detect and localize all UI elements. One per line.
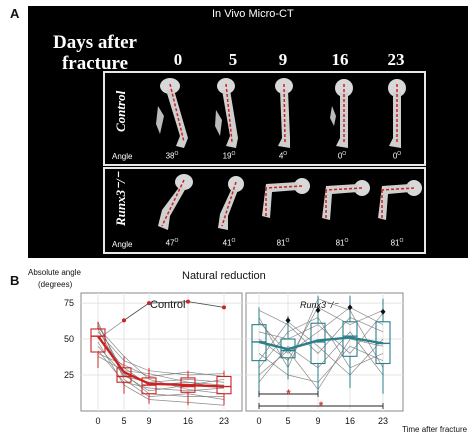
control-x-tick-label: 5 [121, 416, 126, 426]
control-angle-label: Angle [112, 152, 133, 161]
control-angle-day5: 19O [222, 151, 236, 161]
control-outlier-line [123, 301, 225, 321]
runx3-mean-point [315, 307, 321, 314]
day-header-0: 0 [173, 50, 183, 69]
control-angle-day9: 4O [278, 151, 288, 161]
runx3-mean-point [380, 308, 386, 315]
control-x-tick-label: 23 [219, 416, 229, 426]
control-chart-label: Control [150, 299, 185, 311]
runx3-angle-day23: 81O [390, 238, 404, 248]
control-angle-day23: 0O [392, 151, 402, 161]
panel-b-letter: B [10, 273, 20, 288]
runx3-x-tick-label: 0 [256, 416, 261, 426]
runx3-mean-line [258, 336, 384, 351]
runx3-x-tick-label: 16 [345, 416, 355, 426]
y-tick-label: 75 [64, 298, 74, 308]
control-individual-line [97, 327, 225, 395]
runx3-mean-point [285, 317, 291, 324]
runx3-mean-point [347, 304, 353, 311]
panel-a-letter: A [10, 6, 20, 21]
runx3-x-tick-label: 5 [285, 416, 290, 426]
control-day9-femur-image [275, 78, 293, 148]
runx3-chart-label: Runx3⁻/⁻ [300, 300, 339, 310]
runx3-angle-day16: 81O [335, 238, 349, 248]
runx3-angle-label: Angle [112, 240, 133, 249]
runx3-individual-line [258, 321, 384, 376]
control-day0-femur-image [156, 78, 188, 148]
control-day23-femur-image [388, 79, 406, 148]
control-day5-femur-image [215, 78, 238, 148]
days-header-line2: fracture [61, 53, 129, 74]
runx3-day16-femur-image [322, 180, 370, 220]
runx3-angle-day0: 47O [165, 238, 179, 248]
days-after-fracture-header: Days after fracture [40, 32, 150, 74]
runx3-individual-line [258, 306, 384, 354]
runx3-day23-femur-image [378, 180, 422, 220]
panel-b-xlabel: Time after fracture [402, 425, 468, 434]
control-plot-area [80, 292, 243, 412]
control-x-tick-label: 0 [95, 416, 100, 426]
significance-star: * [319, 400, 324, 412]
day-header-16: 16 [331, 50, 349, 69]
panel-a-title: In Vivo Micro-CT [212, 8, 294, 20]
day-header-23: 23 [387, 50, 405, 69]
control-x-tick-label: 9 [146, 416, 151, 426]
control-outlier-point [147, 301, 151, 306]
control-angle-day0: 38O [165, 151, 179, 161]
control-day16-femur-image [330, 79, 353, 148]
runx3-angle-day9: 81O [276, 238, 290, 248]
control-angle-day16: 0O [337, 151, 347, 161]
panel-b-ylabel-line2: (degrees) [38, 280, 73, 289]
runx3-angle-day5: 41O [222, 238, 236, 248]
runx3-day5-femur-image [218, 176, 244, 230]
significance-star: * [286, 388, 291, 400]
runx3-day0-femur-image [158, 174, 193, 230]
control-individual-line [97, 350, 225, 392]
control-x-tick-label: 16 [183, 416, 193, 426]
day-header-5: 5 [228, 50, 238, 69]
control-box [90, 328, 106, 353]
control-row-box [103, 71, 426, 166]
runx3-day9-femur-image [262, 178, 310, 218]
runx3-row-box [103, 167, 426, 254]
days-header-line1: Days after [53, 32, 137, 53]
panel-b-ylabel-line1: Absolute angle [28, 268, 81, 277]
runx3-x-tick-label: 9 [315, 416, 320, 426]
y-tick-label: 25 [64, 370, 74, 380]
panel-b-title: Natural reduction [182, 270, 266, 282]
control-box [141, 377, 157, 395]
runx3-x-tick-label: 23 [378, 416, 388, 426]
control-outlier-point [186, 299, 190, 304]
y-tick-label: 50 [64, 334, 74, 344]
runx3-individual-line [258, 309, 384, 354]
control-outlier-point [222, 305, 226, 310]
day-header-9: 9 [278, 50, 288, 69]
control-mean-line [97, 335, 225, 388]
control-outlier-point [122, 318, 126, 323]
